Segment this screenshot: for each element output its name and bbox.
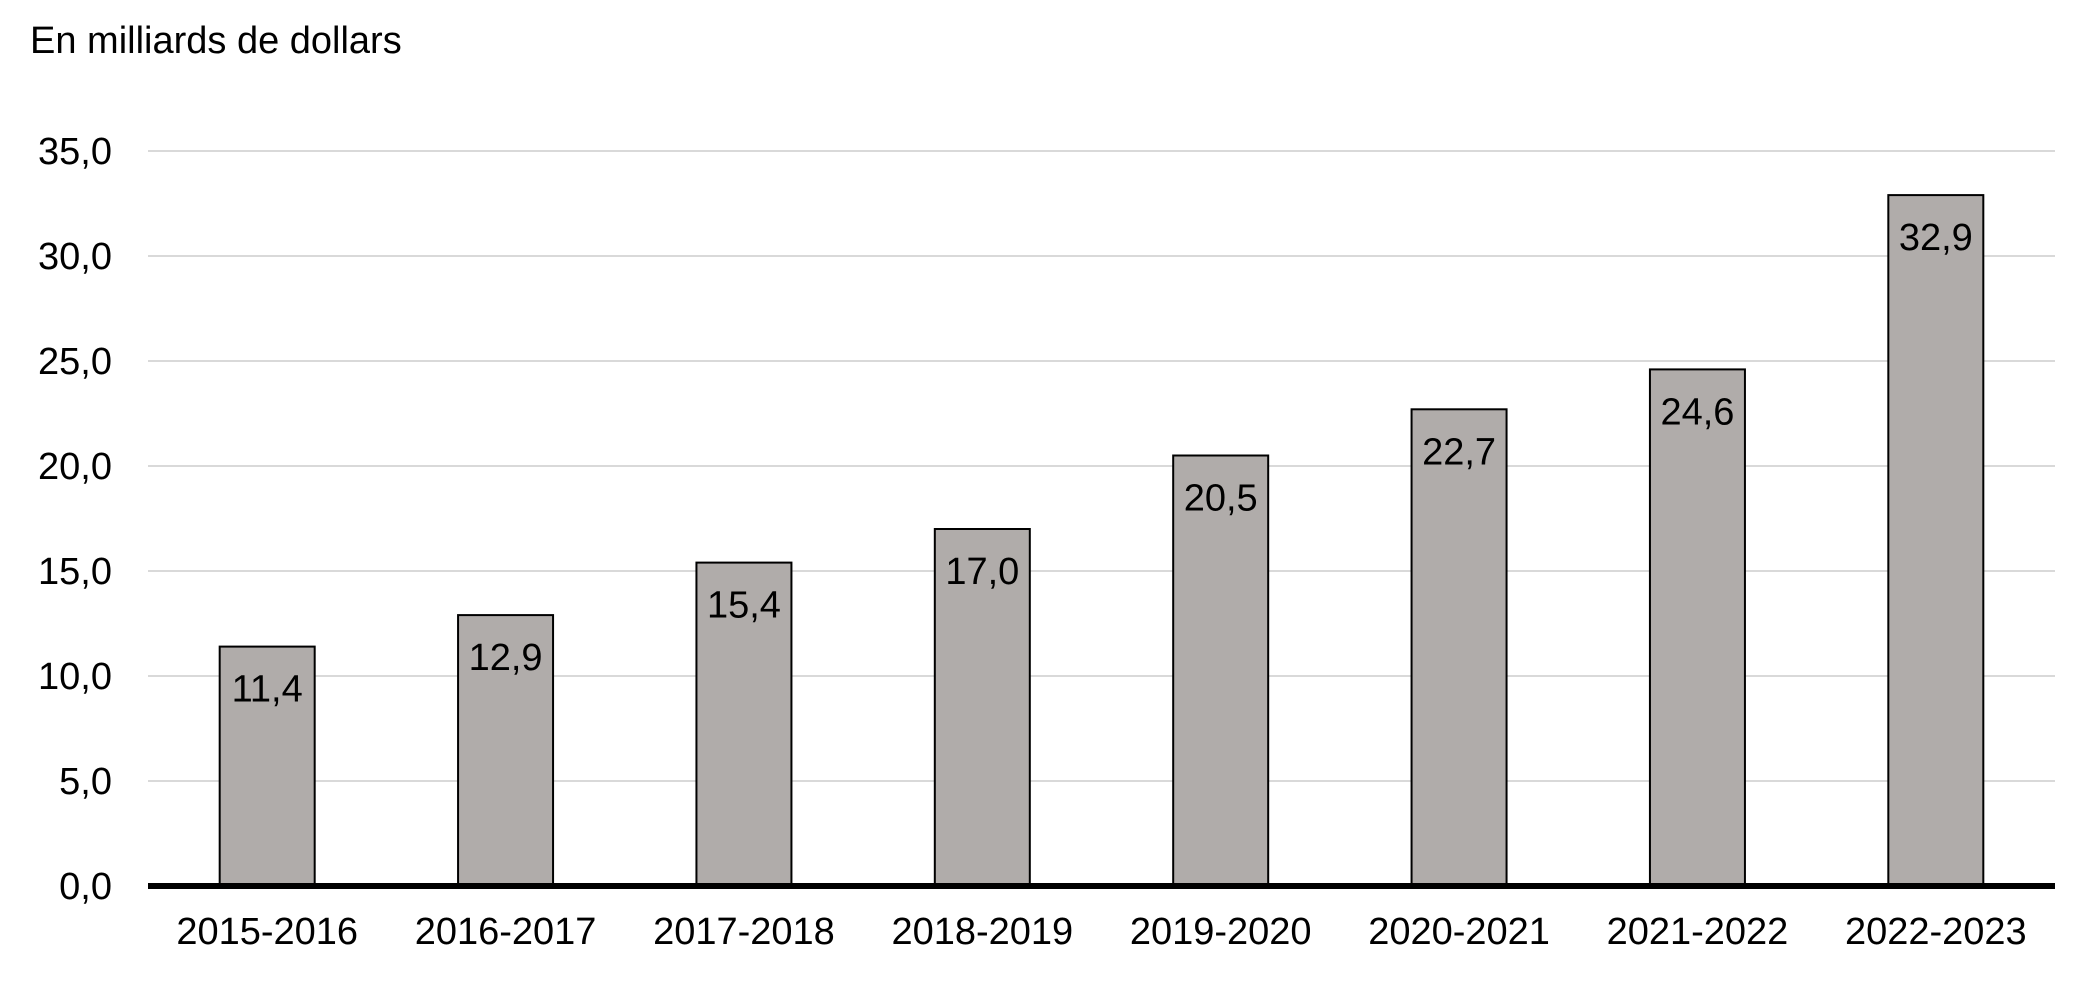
x-category-label: 2022-2023 bbox=[1845, 911, 2027, 953]
data-label: 22,7 bbox=[1422, 431, 1496, 473]
y-tick-label: 30,0 bbox=[38, 236, 112, 278]
y-tick-label: 5,0 bbox=[59, 761, 112, 803]
data-label: 17,0 bbox=[945, 551, 1019, 593]
bar bbox=[1887, 194, 1985, 888]
x-category-label: 2019-2020 bbox=[1130, 911, 1312, 953]
x-category-label: 2018-2019 bbox=[891, 911, 1073, 953]
x-category-label: 2015-2016 bbox=[176, 911, 358, 953]
x-category-label: 2016-2017 bbox=[415, 911, 597, 953]
y-tick-label: 0,0 bbox=[59, 866, 112, 908]
data-label: 24,6 bbox=[1660, 391, 1734, 433]
y-tick-label: 15,0 bbox=[38, 551, 112, 593]
y-tick-label: 20,0 bbox=[38, 446, 112, 488]
bar bbox=[1648, 368, 1746, 887]
bar bbox=[457, 614, 555, 887]
x-category-label: 2017-2018 bbox=[653, 911, 835, 953]
gridlines bbox=[148, 150, 2055, 782]
bar bbox=[1410, 408, 1508, 887]
data-label: 11,4 bbox=[232, 669, 303, 711]
data-labels: 11,4 12,9 15,4 17,0 20,5 22,7 24,6 32,9 bbox=[232, 217, 1973, 710]
unit-label: En milliards de dollars bbox=[30, 20, 402, 62]
x-category-label: 2020-2021 bbox=[1368, 911, 1550, 953]
bar bbox=[695, 561, 793, 887]
bars bbox=[218, 194, 1985, 888]
x-category-label: 2021-2022 bbox=[1607, 911, 1789, 953]
bar bbox=[933, 528, 1031, 887]
data-label: 12,9 bbox=[469, 637, 543, 679]
y-tick-label: 10,0 bbox=[38, 656, 112, 698]
y-tick-label: 25,0 bbox=[38, 341, 112, 383]
x-axis-category-labels: 2015-2016 2016-2017 2017-2018 2018-2019 2019… bbox=[176, 911, 2026, 953]
data-label: 32,9 bbox=[1899, 217, 1973, 259]
data-label: 20,5 bbox=[1184, 478, 1258, 520]
y-tick-label: 35,0 bbox=[38, 131, 112, 173]
bar bbox=[1172, 454, 1270, 887]
data-label: 15,4 bbox=[707, 585, 781, 627]
y-axis-tick-labels: 0,0 5,0 10,0 15,0 20,0 25,0 30,0 35,0 bbox=[38, 131, 112, 908]
